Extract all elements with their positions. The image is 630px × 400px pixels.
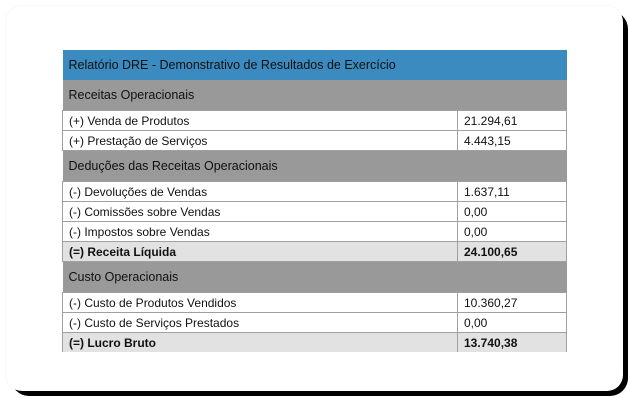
table-row: (-) Devoluções de Vendas 1.637,11 (62, 181, 567, 202)
dre-report-table: Relatório DRE - Demonstrativo de Resulta… (62, 50, 567, 352)
section-title: Deduções das Receitas Operacionais (62, 150, 567, 182)
row-label: (-) Comissões sobre Vendas (62, 201, 458, 222)
row-label: (-) Impostos sobre Vendas (62, 221, 458, 242)
section-header-deducoes: Deduções das Receitas Operacionais (62, 150, 567, 182)
row-value: 4.443,15 (457, 130, 567, 151)
table-row: (+) Venda de Produtos 21.294,61 (62, 110, 567, 131)
row-value: 0,00 (457, 221, 567, 242)
row-label: (+) Venda de Produtos (62, 110, 458, 131)
row-value: 21.294,61 (457, 110, 567, 131)
table-row: (+) Prestação de Serviços 4.443,15 (62, 130, 567, 151)
report-title: Relatório DRE - Demonstrativo de Resulta… (62, 50, 567, 80)
section-title: Receitas Operacionais (62, 80, 567, 111)
table-row: (-) Comissões sobre Vendas 0,00 (62, 201, 567, 222)
total-row-receita-liquida: (=) Receita Líquida 24.100,65 (62, 241, 567, 262)
row-label: (-) Devoluções de Vendas (62, 181, 458, 202)
table-row: (-) Custo de Serviços Prestados 0,00 (62, 312, 567, 333)
total-row-lucro-bruto: (=) Lucro Bruto 13.740,38 (62, 332, 567, 352)
row-value: 10.360,27 (457, 292, 567, 313)
report-title-row: Relatório DRE - Demonstrativo de Resulta… (62, 50, 567, 80)
table-row: (-) Custo de Produtos Vendidos 10.360,27 (62, 292, 567, 313)
row-value: 0,00 (457, 312, 567, 333)
row-label: (-) Custo de Serviços Prestados (62, 312, 458, 333)
section-header-custo: Custo Operacionais (62, 261, 567, 293)
total-value: 13.740,38 (457, 332, 567, 352)
row-value: 1.637,11 (457, 181, 567, 202)
row-label: (-) Custo de Produtos Vendidos (62, 292, 458, 313)
row-value: 0,00 (457, 201, 567, 222)
section-header-receitas: Receitas Operacionais (62, 80, 567, 111)
total-value: 24.100,65 (457, 241, 567, 262)
total-label: (=) Receita Líquida (62, 241, 458, 262)
row-label: (+) Prestação de Serviços (62, 130, 458, 151)
section-title: Custo Operacionais (62, 261, 567, 293)
total-label: (=) Lucro Bruto (62, 332, 458, 352)
table-row: (-) Impostos sobre Vendas 0,00 (62, 221, 567, 242)
